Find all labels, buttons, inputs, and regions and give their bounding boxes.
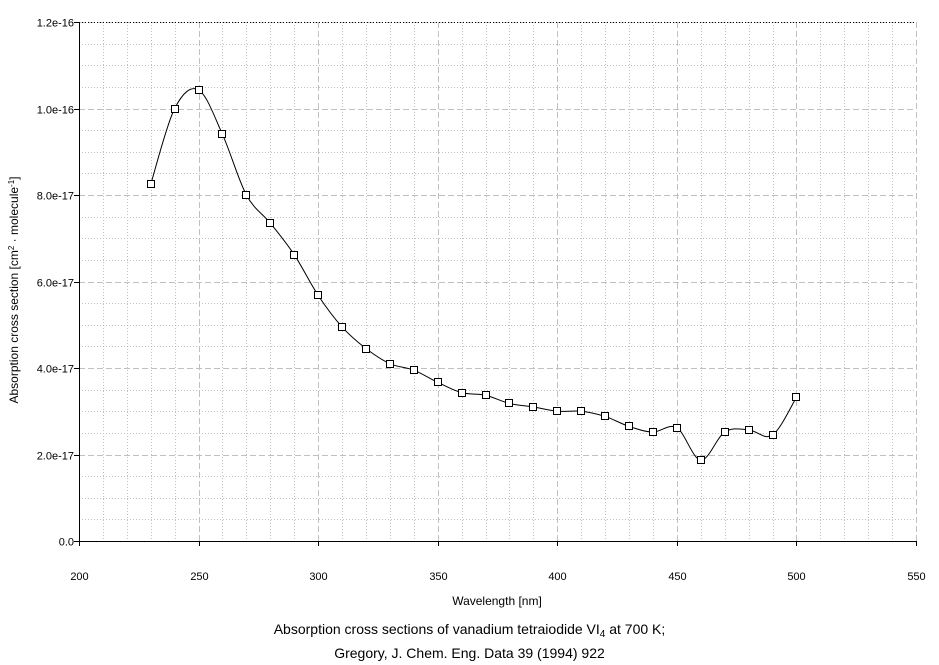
- x-tick-label: 400: [548, 571, 566, 583]
- y-axis-title-sup2: -1: [7, 179, 16, 187]
- data-point-marker: [769, 431, 777, 439]
- data-point-marker: [673, 424, 681, 432]
- data-point-marker: [625, 422, 633, 430]
- caption-line-1-subscript: 4: [599, 629, 606, 640]
- data-point-marker: [218, 130, 226, 138]
- plot-frame: [79, 22, 916, 542]
- y-tick-label: 1.0e-16: [37, 105, 74, 117]
- data-point-marker: [147, 180, 155, 188]
- data-point-marker: [792, 393, 800, 401]
- data-point-marker: [697, 456, 705, 464]
- x-tick-label: 250: [190, 571, 208, 583]
- data-point-marker: [553, 407, 561, 415]
- data-point-marker: [745, 426, 753, 434]
- major-gridlines: [79, 22, 917, 542]
- x-tick-label: 550: [907, 571, 925, 583]
- data-point-marker: [721, 428, 729, 436]
- y-tick-label: 2.0e-17: [37, 451, 74, 463]
- chart-caption-line-1: Absorption cross sections of vanadium te…: [0, 621, 939, 640]
- y-tick-label: 6.0e-17: [37, 278, 74, 290]
- x-axis-title: Wavelength [nm]: [452, 594, 542, 608]
- data-point-marker: [410, 366, 418, 374]
- x-tick-label: 200: [70, 571, 88, 583]
- x-tick-label: 300: [309, 571, 327, 583]
- series-line: [150, 88, 797, 461]
- data-point-marker: [458, 389, 466, 397]
- y-tick-label: 1.2e-16: [37, 18, 74, 30]
- y-axis-title-sup1: 2: [7, 245, 16, 250]
- y-axis-title-prefix: Absorption cross section [cm: [7, 250, 21, 403]
- data-point-marker: [290, 251, 298, 259]
- caption-line-1-prefix: Absorption cross sections of vanadium te…: [273, 621, 600, 637]
- data-point-marker: [434, 378, 442, 386]
- series-curve: [150, 88, 797, 461]
- y-axis-title: Absorption cross section [cm2 · molecule…: [7, 176, 22, 403]
- y-tick-label: 4.0e-17: [37, 364, 74, 376]
- y-axis-ticks: 0.0 2.0e-17 4.0e-17 6.0e-17 8.0e-17 1.0e-16 1.…: [37, 18, 79, 549]
- data-point-marker: [505, 399, 513, 407]
- data-point-marker: [195, 86, 203, 94]
- data-point-marker: [649, 428, 657, 436]
- y-axis-title-suffix: ]: [7, 176, 21, 179]
- data-point-marker: [338, 323, 346, 331]
- data-point-marker: [529, 403, 537, 411]
- caption-line-1-suffix: at 700 K;: [605, 621, 666, 637]
- data-point-marker: [266, 219, 274, 227]
- x-tick-label: 350: [429, 571, 447, 583]
- data-point-marker: [362, 345, 370, 353]
- data-point-marker: [577, 407, 585, 415]
- y-axis-title-middle: · molecule: [7, 187, 21, 246]
- x-axis-ticks: 200 250 300 350 400 450 500 550: [70, 541, 926, 583]
- y-tick-label: 0.0: [59, 537, 74, 549]
- data-point-marker: [171, 105, 179, 113]
- chart-caption-line-2: Gregory, J. Chem. Eng. Data 39 (1994) 92…: [334, 645, 605, 661]
- minor-gridlines: [79, 22, 916, 541]
- data-point-marker: [601, 412, 609, 420]
- x-tick-label: 450: [668, 571, 686, 583]
- data-point-marker: [242, 191, 250, 199]
- data-point-marker: [314, 291, 322, 299]
- data-point-marker: [482, 391, 490, 399]
- data-markers: [147, 86, 800, 464]
- y-tick-label: 8.0e-17: [37, 191, 74, 203]
- x-tick-label: 500: [787, 571, 805, 583]
- data-point-marker: [386, 360, 394, 368]
